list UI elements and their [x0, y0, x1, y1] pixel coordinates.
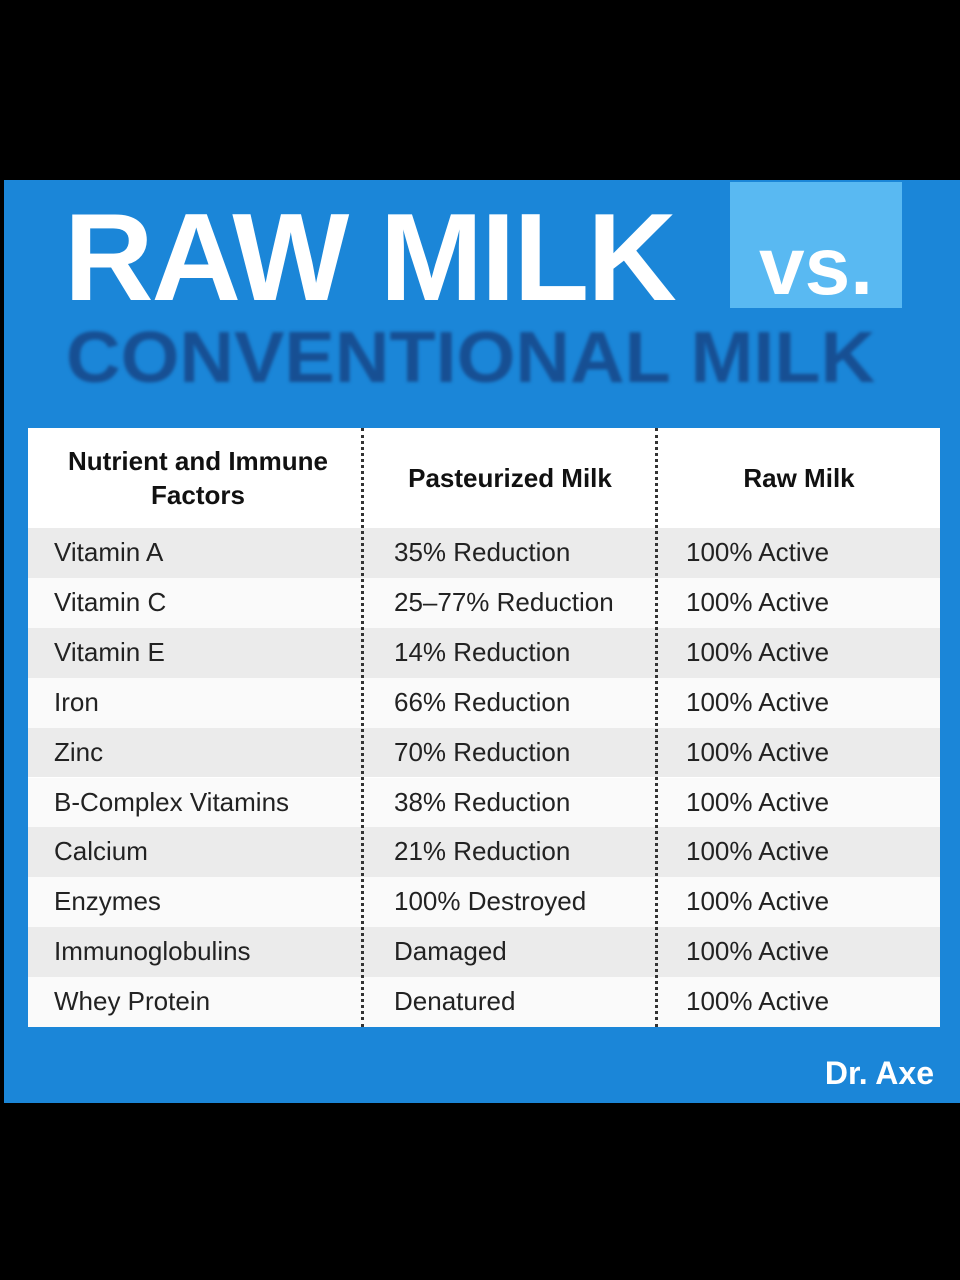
table-row: Vitamin A 35% Reduction 100% Active	[28, 528, 940, 578]
table-cell: 100% Active	[686, 986, 830, 1017]
table-cell: 100% Destroyed	[394, 886, 587, 917]
table-row: Iron 66% Reduction 100% Active	[28, 677, 940, 728]
table-cell: 100% Active	[686, 786, 830, 817]
table-cell: B-Complex Vitamins	[54, 786, 290, 817]
table-cell: 100% Active	[686, 836, 830, 867]
table-cell: 100% Active	[686, 586, 830, 617]
table-cell: 25–77% Reduction	[394, 586, 614, 617]
table-cell: 100% Active	[686, 936, 830, 967]
table-cell: Iron	[54, 686, 99, 717]
table-row: Vitamin E 14% Reduction 100% Active	[28, 627, 940, 678]
table-cell: 66% Reduction	[394, 686, 571, 717]
table-row: B-Complex Vitamins 38% Reduction 100% Acti…	[28, 777, 940, 828]
table: Nutrient and Immune Factors Pasteurized …	[28, 428, 940, 1027]
badge: vs.	[730, 182, 902, 308]
table-cell: 70% Reduction	[394, 736, 571, 767]
column-header: Raw Milk	[743, 463, 855, 493]
table-cell: 100% Active	[686, 886, 830, 917]
table-cell: Calcium	[54, 836, 148, 867]
table-cell: 35% Reduction	[394, 537, 571, 567]
table-cell: Vitamin E	[54, 636, 165, 667]
table-row: Zinc 70% Reduction 100% Active	[28, 727, 940, 778]
column-divider	[655, 428, 658, 1027]
table-cell: 21% Reduction	[394, 836, 571, 867]
table-cell: Immunoglobulins	[54, 936, 251, 967]
table-cell: Whey Protein	[54, 986, 211, 1017]
table-cell: 100% Active	[686, 686, 830, 717]
table-cell: 100% Active	[686, 736, 830, 767]
table-cell: 14% Reduction	[394, 636, 571, 667]
table-row: Enzymes 100% Destroyed 100% Active	[28, 877, 940, 928]
table-cell: 100% Active	[686, 537, 830, 567]
table-row: Calcium 21% Reduction 100% Active	[28, 827, 940, 878]
table-cell: Zinc	[54, 736, 104, 767]
table-cell: Denatured	[394, 986, 516, 1017]
table-cell: Vitamin A	[54, 537, 164, 567]
table-cell: Damaged	[394, 936, 507, 967]
table-cell: Vitamin C	[54, 586, 167, 617]
table-row: Whey Protein Denatured 100% Active	[28, 977, 940, 1027]
brand: Dr. Axe	[824, 1055, 934, 1091]
column-header: Pasteurized Milk	[408, 463, 612, 493]
table-row: Immunoglobulins Damaged 100% Active	[28, 927, 940, 978]
table-row: Vitamin C 25–77% Reduction 100% Active	[28, 577, 940, 628]
column-divider	[361, 428, 364, 1027]
table-cell: 100% Active	[686, 636, 830, 667]
column-header: Nutrient and Immune Factors	[68, 446, 329, 510]
table-cell: Enzymes	[54, 886, 161, 917]
table-cell: 38% Reduction	[394, 786, 571, 817]
subtitle: CONVENTIONAL MILK	[66, 318, 876, 398]
title: RAW MILK	[64, 189, 677, 327]
